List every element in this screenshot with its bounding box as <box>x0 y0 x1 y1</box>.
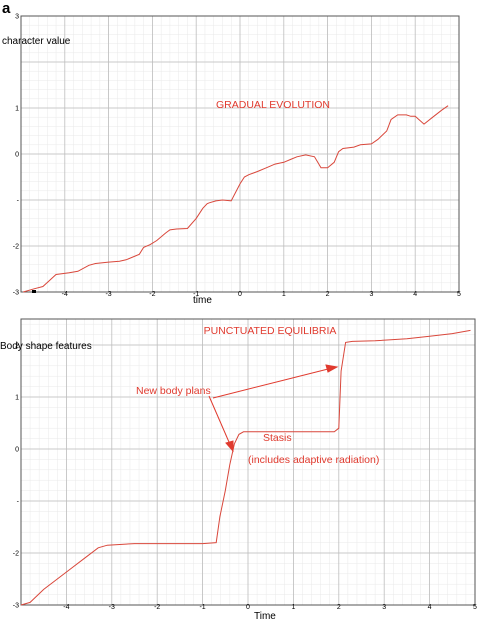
plot-frame <box>20 318 476 606</box>
annotation-adaptive-radiation: (includes adaptive radiation) <box>248 454 379 466</box>
x-tick-label: -2 <box>149 291 155 298</box>
x-tick-labels: -4 -3 -2 -1 0 1 2 3 4 5 <box>63 604 477 611</box>
y-tick-label: 1 <box>15 106 19 113</box>
x-tick-label: -1 <box>199 604 205 611</box>
arrow-head-upper <box>325 364 339 373</box>
y-tick-label: 3 <box>15 14 19 21</box>
plot-frame <box>20 15 460 293</box>
y-tick-label: 2 <box>15 343 19 350</box>
x-tick-label: -2 <box>154 604 160 611</box>
x-tick-label: -3 <box>109 604 115 611</box>
x-tick-label: -1 <box>193 291 199 298</box>
x-tick-label: 2 <box>337 604 341 611</box>
x-tick-label: 4 <box>413 291 417 298</box>
y-tick-label: - <box>17 499 20 506</box>
x-tick-label: 5 <box>457 291 461 298</box>
x-tick-labels: -4 -3 -2 -1 0 1 2 3 4 5 <box>62 291 461 298</box>
y-axis-label: character value <box>2 36 71 47</box>
x-tick-label: 2 <box>326 291 330 298</box>
x-tick-label: 0 <box>238 291 242 298</box>
y-tick-label: 0 <box>15 447 19 454</box>
x-tick-label: 3 <box>382 604 386 611</box>
x-axis-label: Time <box>254 611 276 622</box>
x-axis-label: time <box>193 295 212 306</box>
y-tick-labels: 3 1 0 - -2 -3 <box>13 14 20 297</box>
arrow-to-lower-plan <box>208 395 233 450</box>
chart-title: PUNCTUATED EQUILIBRIA <box>204 325 337 337</box>
panel-label: a <box>2 0 11 17</box>
series-line <box>20 329 471 606</box>
y-tick-label: 1 <box>15 395 19 402</box>
x-tick-label: 3 <box>369 291 373 298</box>
x-tick-label: 0 <box>246 604 250 611</box>
grid <box>20 319 476 606</box>
origin-marker <box>32 290 36 293</box>
y-tick-label: 0 <box>15 152 19 159</box>
x-tick-label: -3 <box>105 291 111 298</box>
series-line <box>23 105 449 293</box>
arrow-head-lower <box>225 440 234 453</box>
x-tick-label: 1 <box>291 604 295 611</box>
y-tick-labels: 2 1 0 - -2 -3 <box>13 343 20 610</box>
y-tick-label: -2 <box>13 551 19 558</box>
annotation-new-body-plans: New body plans <box>136 385 211 397</box>
x-tick-label: 4 <box>428 604 432 611</box>
x-tick-label: -4 <box>63 604 69 611</box>
punctuated-equilibria-chart: 2 1 0 - -2 -3 -4 -3 -2 -1 0 1 2 3 4 5 PUNCTUATED EQUIL… <box>0 318 477 622</box>
y-axis-label: Body shape features <box>0 341 92 352</box>
grid <box>20 15 460 293</box>
annotation-arrows <box>208 364 339 453</box>
y-tick-label: - <box>17 198 20 205</box>
gradual-evolution-chart: 3 1 0 - -2 -3 -4 -3 -2 -1 0 1 2 3 4 5 GRADUAL EVOLUTIO… <box>2 14 461 307</box>
y-tick-label: -3 <box>13 290 19 297</box>
annotation-stasis: Stasis <box>263 432 292 444</box>
y-tick-label: -3 <box>13 603 19 610</box>
x-tick-label: -4 <box>62 291 68 298</box>
x-tick-label: 5 <box>473 604 477 611</box>
y-tick-label: -2 <box>13 244 19 251</box>
chart-title: GRADUAL EVOLUTION <box>216 99 330 111</box>
arrow-to-upper-plan <box>212 366 337 399</box>
x-tick-label: 1 <box>282 291 286 298</box>
